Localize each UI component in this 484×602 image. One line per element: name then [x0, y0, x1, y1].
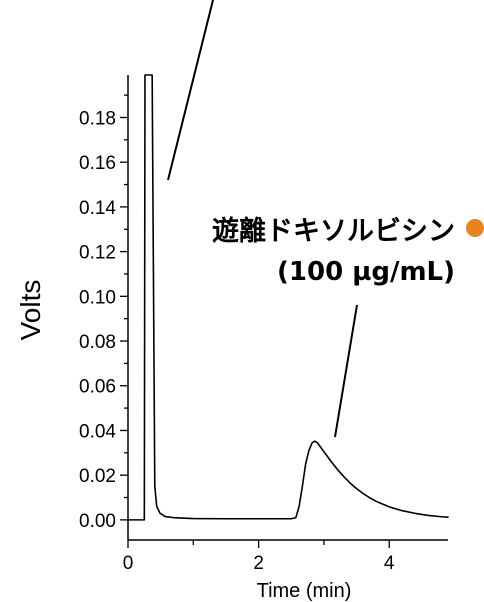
annotation-compound-name: 遊離ドキソルビシン [212, 215, 455, 247]
x-tick-label: 0 [123, 553, 134, 574]
y-tick-label: 0.18 [79, 108, 116, 129]
y-tick-label: 0.12 [79, 243, 116, 264]
x-tick-label: 4 [384, 553, 395, 574]
series-line [127, 74, 449, 521]
annotation-pointer-line [334, 304, 358, 438]
x-axis-label: Time (min) [257, 580, 352, 602]
y-tick-label: 0.06 [79, 377, 116, 398]
axes [127, 75, 448, 541]
y-tick-label: 0.14 [79, 198, 116, 219]
y-tick-label: 0.00 [79, 511, 116, 532]
y-tick-label: 0.10 [79, 287, 116, 308]
axis-ticks: 0.00 0.02 0.04 0.06 0.08 0.10 0.12 0.14 0.16 0.18… [79, 94, 395, 574]
y-tick-label: 0.04 [79, 421, 116, 442]
first-peak-pointer-line [167, 0, 214, 181]
annotation-concentration: (100 µg/mL) [277, 257, 455, 287]
x-tick-label: 2 [253, 553, 264, 574]
y-axis-label: Volts [15, 280, 46, 341]
y-tick-label: 0.02 [79, 466, 116, 487]
y-tick-label: 0.16 [79, 153, 116, 174]
orange-dot-marker [466, 219, 484, 237]
y-tick-label: 0.08 [79, 332, 116, 353]
